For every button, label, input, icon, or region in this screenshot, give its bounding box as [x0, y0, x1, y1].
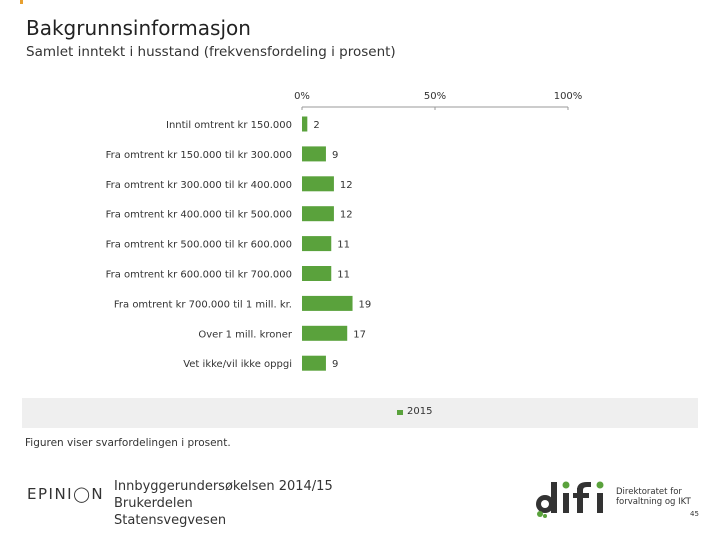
bar [302, 295, 353, 311]
page-subtitle: Samlet inntekt i husstand (frekvensforde… [26, 44, 396, 60]
epinion-logo: EPINI◯N [27, 485, 105, 503]
bar [302, 116, 308, 132]
bar-value-label: 9 [332, 359, 338, 370]
category-label: Vet ikke/vil ikke oppgi [183, 359, 292, 370]
survey-agency: Statensvegvesen [114, 513, 227, 528]
legend-label-2015: 2015 [407, 406, 433, 417]
legend-box [22, 398, 698, 428]
page-number: 45 [690, 510, 699, 518]
income-bar-chart: 0% 50% 100% Inntil omtrent kr 150.000 2 Fra o… [106, 91, 583, 371]
category-label: Over 1 mill. kroner [198, 329, 292, 340]
bar-value-label: 11 [337, 240, 350, 251]
bar-value-label: 19 [359, 299, 372, 310]
bar-value-label: 12 [340, 210, 353, 221]
legend-swatch-2015 [397, 410, 403, 415]
bar-value-label: 11 [337, 270, 350, 281]
bar [302, 146, 326, 162]
bar-value-label: 17 [353, 329, 366, 340]
difi-logo-icon [536, 481, 604, 518]
bar [302, 206, 334, 222]
page-title: Bakgrunnsinformasjon [26, 16, 251, 40]
survey-part: Brukerdelen [114, 496, 193, 511]
category-label: Fra omtrent kr 500.000 til kr 600.000 [106, 240, 292, 251]
category-label: Fra omtrent kr 150.000 til kr 300.000 [106, 150, 292, 161]
category-label: Inntil omtrent kr 150.000 [166, 120, 292, 131]
difi-logo-text: Direktoratet for forvaltning og IKT [616, 487, 691, 507]
bar [302, 266, 332, 281]
survey-name: Innbyggerundersøkelsen 2014/15 [114, 479, 333, 494]
bar [302, 355, 326, 371]
bar-value-label: 12 [340, 180, 353, 191]
category-label: Fra omtrent kr 600.000 til kr 700.000 [106, 270, 292, 281]
category-label: Fra omtrent kr 300.000 til kr 400.000 [106, 180, 292, 191]
x-tick-label: 0% [294, 91, 310, 102]
category-label: Fra omtrent kr 400.000 til kr 500.000 [106, 210, 292, 221]
corner-accent [20, 0, 23, 4]
x-tick-label: 100% [554, 91, 583, 102]
bar [302, 176, 334, 192]
category-label: Fra omtrent kr 700.000 til 1 mill. kr. [114, 299, 292, 310]
figure-caption: Figuren viser svarfordelingen i prosent. [25, 437, 231, 449]
bar-value-label: 9 [332, 150, 338, 161]
bar [302, 236, 332, 252]
bar [302, 325, 348, 341]
x-tick-label: 50% [424, 91, 446, 102]
bar-value-label: 2 [313, 120, 319, 131]
